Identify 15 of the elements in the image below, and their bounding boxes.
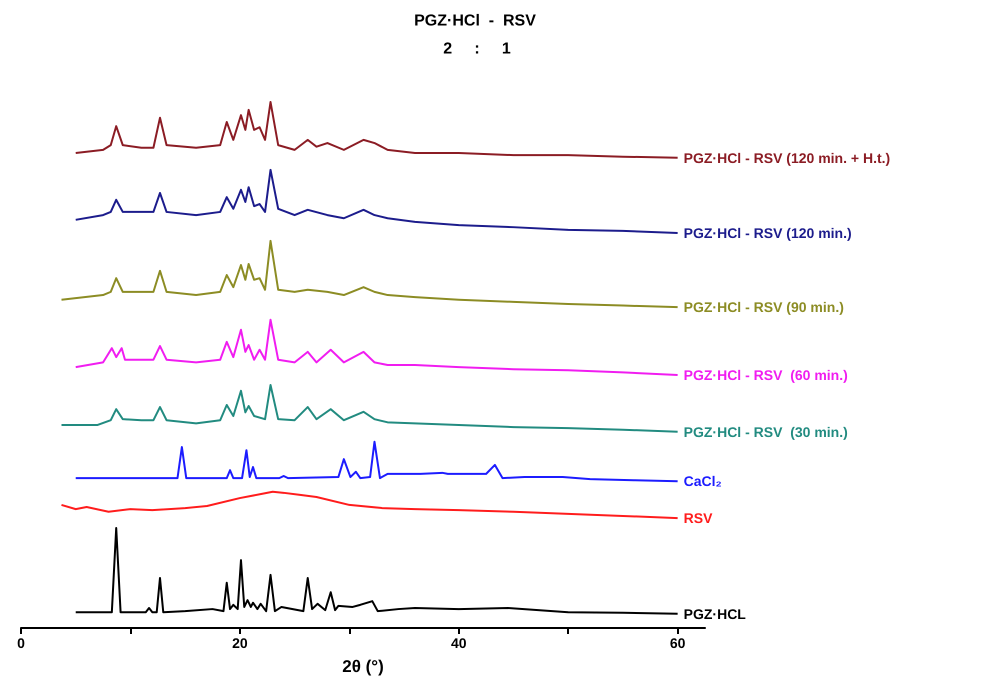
series-label: PGZ·HCl - RSV (120 min.) bbox=[684, 224, 852, 241]
series-label: PGZ·HCl - RSV (60 min.) bbox=[684, 366, 848, 383]
chart-subtitle: 2 : 1 bbox=[443, 40, 511, 58]
chart-title: PGZ·HCl - RSV bbox=[414, 12, 536, 30]
series-label: PGZ·HCL bbox=[684, 606, 746, 622]
series-label: PGZ·HCl - RSV (120 min. + H.t.) bbox=[684, 150, 890, 166]
x-axis-title: 2θ (°) bbox=[342, 657, 384, 676]
x-tick-label: 60 bbox=[670, 635, 686, 651]
x-tick-label: 20 bbox=[232, 635, 248, 651]
series-label: RSV bbox=[684, 510, 714, 526]
series-label: CaCl₂ bbox=[684, 473, 722, 490]
x-tick-label: 40 bbox=[450, 635, 467, 651]
series-label: PGZ·HCl - RSV (90 min.) bbox=[684, 299, 844, 316]
series-label: PGZ·HCl - RSV (30 min.) bbox=[684, 424, 848, 440]
x-tick-label: 0 bbox=[17, 635, 26, 651]
